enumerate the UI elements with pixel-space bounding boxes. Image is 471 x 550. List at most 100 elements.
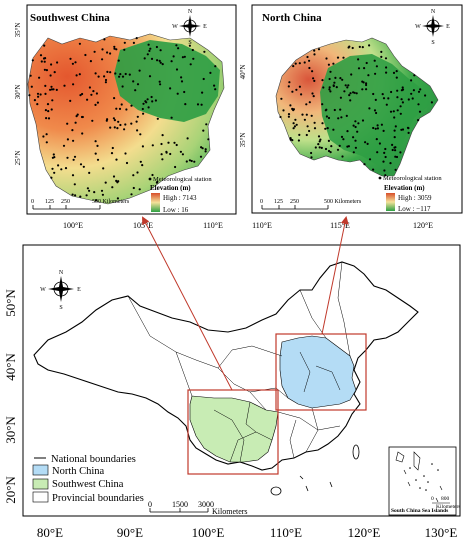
station-dot	[303, 118, 306, 121]
station-dot	[289, 104, 292, 107]
station-dot	[385, 66, 388, 69]
station-dot	[391, 143, 394, 146]
station-dot	[42, 135, 45, 138]
station-dot	[156, 59, 159, 62]
station-dot	[180, 76, 183, 79]
station-dot	[352, 124, 355, 127]
compass-letter: W	[40, 287, 46, 293]
station-dot	[329, 70, 332, 73]
station-dot	[193, 160, 196, 163]
station-dot	[114, 72, 117, 75]
station-dot	[103, 75, 106, 78]
station-dot	[148, 75, 152, 78]
station-dot	[53, 71, 56, 74]
station-dot	[55, 88, 58, 91]
station-dot	[365, 83, 368, 87]
station-dot	[191, 48, 194, 52]
southwest-legend-low: Low : 16	[163, 206, 189, 214]
station-dot	[347, 145, 350, 148]
station-dot	[347, 84, 350, 87]
station-dot	[378, 142, 381, 145]
compass-letter: E	[446, 24, 450, 30]
station-dot	[357, 122, 360, 125]
station-dot	[121, 75, 125, 78]
southwest-lon-tick: 105°E	[133, 221, 153, 230]
station-dot	[115, 179, 118, 182]
station-dot	[71, 193, 74, 196]
station-dot	[147, 106, 150, 109]
station-dot	[174, 165, 177, 169]
station-dot	[192, 57, 195, 60]
hainan-island	[270, 486, 282, 496]
station-dot	[213, 84, 216, 87]
southwest-region-box	[187, 389, 279, 475]
station-dot	[320, 146, 323, 149]
station-dot	[310, 114, 313, 117]
station-dot	[113, 47, 116, 50]
station-dot	[394, 168, 397, 171]
main-lon-tick: 130°E	[425, 525, 458, 540]
station-dot	[368, 44, 371, 47]
station-dot	[106, 118, 109, 121]
station-dot	[297, 139, 300, 142]
station-dot	[294, 118, 297, 121]
station-dot	[154, 99, 157, 102]
station-dot	[417, 90, 421, 93]
station-dot	[387, 97, 390, 100]
station-dot	[43, 60, 46, 63]
station-dot	[294, 62, 297, 65]
station-dot	[312, 95, 315, 98]
main-scale-unit: Kilometers	[212, 507, 248, 516]
station-dot	[330, 145, 333, 148]
station-dot	[66, 156, 69, 159]
station-dot	[321, 79, 324, 82]
station-dot	[395, 70, 398, 73]
station-dot	[407, 98, 410, 101]
station-dot	[375, 65, 378, 68]
station-dot	[72, 158, 75, 161]
station-dot	[81, 132, 84, 135]
main-map: N W E S National boundaries North China …	[3, 216, 461, 540]
station-dot	[132, 41, 135, 45]
legend-label: North China	[52, 466, 105, 477]
station-dot	[310, 156, 313, 159]
station-dot	[33, 99, 37, 102]
station-dot	[384, 147, 387, 151]
station-dot	[104, 78, 108, 82]
station-dot	[160, 153, 163, 156]
station-dot	[46, 103, 50, 106]
main-lon-tick: 90°E	[117, 525, 143, 540]
north-legend-low: Low : −117	[398, 205, 431, 213]
station-dot	[295, 123, 298, 126]
station-dot	[177, 47, 180, 50]
station-dot	[81, 92, 84, 96]
station-dot	[184, 103, 187, 106]
station-dot	[214, 65, 217, 68]
station-dot	[400, 128, 403, 131]
station-dot	[123, 41, 126, 44]
station-dot	[313, 127, 317, 130]
station-dot	[351, 46, 354, 50]
station-dot	[185, 160, 188, 163]
southwest-scale-label: 125	[45, 199, 54, 205]
station-dot	[134, 89, 137, 92]
station-dot	[47, 117, 51, 120]
north-elevation-colorbar	[386, 193, 395, 211]
station-dot	[392, 71, 396, 74]
station-dot	[118, 75, 121, 78]
station-dot	[326, 127, 329, 130]
station-dot	[102, 167, 105, 170]
north-scale-label: 0	[260, 199, 263, 205]
station-dot	[136, 171, 139, 174]
station-dot	[189, 63, 192, 66]
station-dot	[88, 189, 91, 192]
southwest-legend-elev-title: Elevation (m)	[150, 184, 191, 192]
station-dot	[324, 147, 328, 151]
station-dot	[207, 138, 210, 141]
station-dot	[361, 119, 365, 122]
station-dot	[349, 99, 352, 102]
station-dot	[354, 146, 357, 149]
station-dot	[132, 174, 135, 177]
north-station-legend-dot	[378, 176, 382, 180]
station-dot	[121, 85, 124, 88]
